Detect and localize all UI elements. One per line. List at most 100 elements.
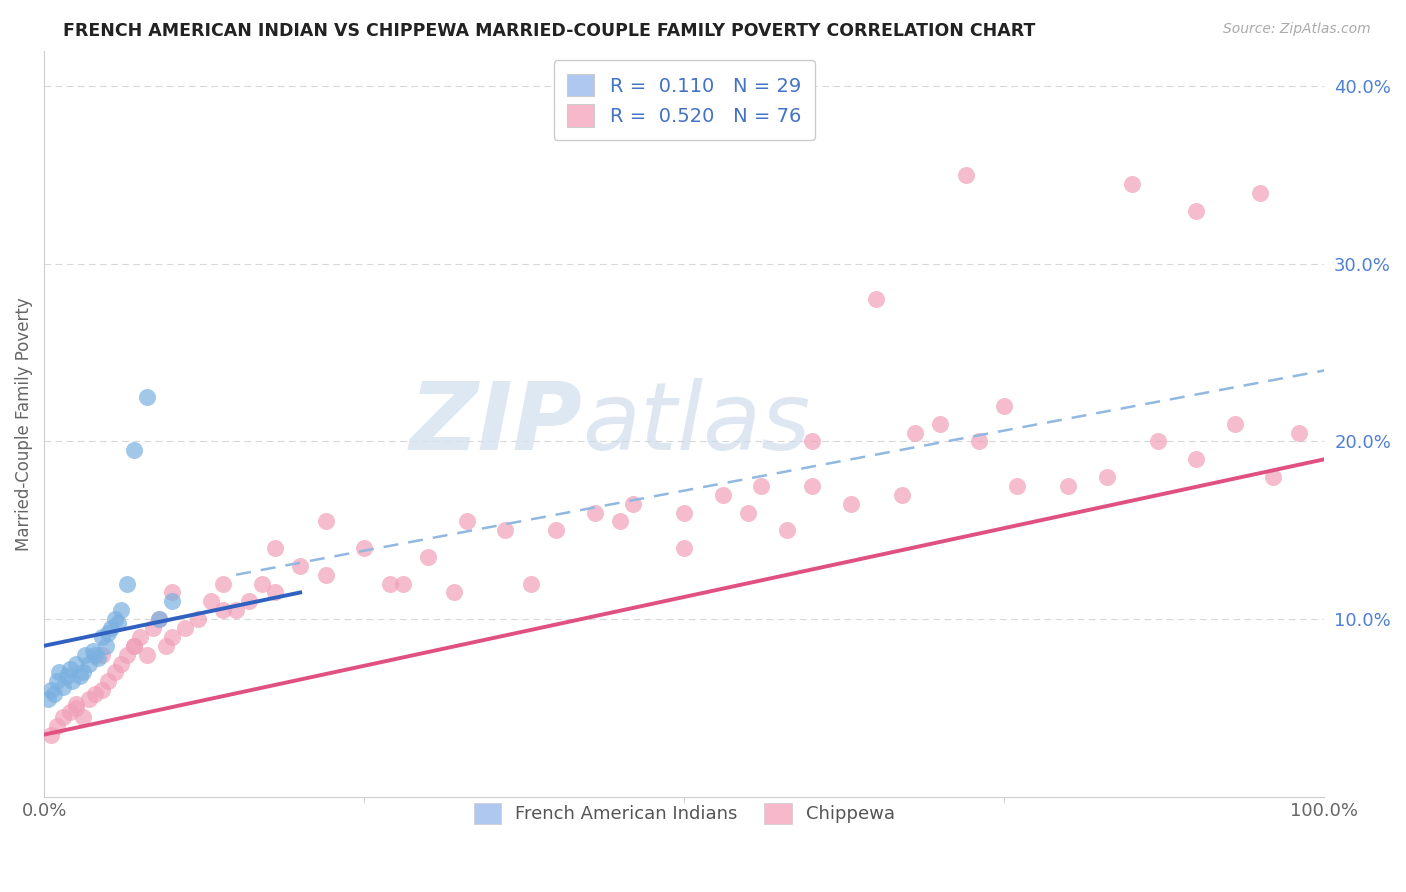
Point [110,603,132,617]
Point [749,479,772,493]
Point [122,443,145,458]
Point [288,558,311,573]
Point [129,630,152,644]
Point [1223,417,1246,431]
Point [69,669,91,683]
Point [519,576,541,591]
Point [45,674,67,689]
Point [1147,434,1170,449]
Point [37,692,59,706]
Point [97,674,120,689]
Point [238,594,260,608]
Point [87,651,110,665]
Point [187,612,209,626]
Point [353,541,375,555]
Point [1249,186,1271,200]
Point [135,648,157,662]
Point [117,576,139,591]
Point [443,585,465,599]
Point [155,639,177,653]
Point [59,662,82,676]
Point [48,665,70,680]
Point [263,541,285,555]
Point [45,719,67,733]
Point [1005,479,1028,493]
Point [212,603,235,617]
Point [60,674,83,689]
Point [1288,425,1310,440]
Point [148,612,170,626]
Point [117,648,139,662]
Point [1263,470,1285,484]
Point [90,648,112,662]
Point [97,626,120,640]
Point [103,665,125,680]
Point [72,665,94,680]
Point [967,434,990,449]
Point [65,701,87,715]
Point [315,515,337,529]
Point [44,687,66,701]
Point [250,576,273,591]
Text: atlas: atlas [582,378,810,469]
Point [418,549,440,564]
Point [609,515,631,529]
Point [904,425,927,440]
Point [72,710,94,724]
Point [737,506,759,520]
Point [263,585,285,599]
Point [546,524,568,538]
Point [801,434,824,449]
Point [84,648,107,662]
Point [993,399,1015,413]
Legend: French American Indians, Chippewa: French American Indians, Chippewa [461,790,908,837]
Point [890,488,912,502]
Point [52,680,75,694]
Point [955,168,977,182]
Point [212,576,235,591]
Point [929,417,952,431]
Point [94,639,117,653]
Point [494,524,516,538]
Point [142,621,165,635]
Point [77,657,100,671]
Point [90,630,112,644]
Point [65,657,87,671]
Point [673,541,696,555]
Point [77,692,100,706]
Text: Source: ZipAtlas.com: Source: ZipAtlas.com [1223,22,1371,37]
Point [75,648,97,662]
Point [135,390,157,404]
Point [160,585,183,599]
Point [122,639,145,653]
Point [711,488,734,502]
Point [225,603,247,617]
Point [39,728,62,742]
Point [378,576,401,591]
Point [621,497,644,511]
Point [1185,452,1208,467]
Point [65,698,87,712]
Point [100,621,122,635]
Point [160,594,183,608]
Point [583,506,606,520]
Point [839,497,862,511]
Point [174,621,197,635]
Point [1057,479,1080,493]
Point [1121,177,1143,191]
Point [59,705,82,719]
Point [82,644,104,658]
Y-axis label: Married-Couple Family Poverty: Married-Couple Family Poverty [15,297,32,550]
Point [103,612,125,626]
Point [39,683,62,698]
Point [56,669,79,683]
Point [107,615,129,630]
Point [52,710,75,724]
Point [801,479,824,493]
Point [456,515,478,529]
Point [160,630,183,644]
Point [122,639,145,653]
Point [1095,470,1118,484]
Point [776,524,799,538]
Point [110,657,132,671]
